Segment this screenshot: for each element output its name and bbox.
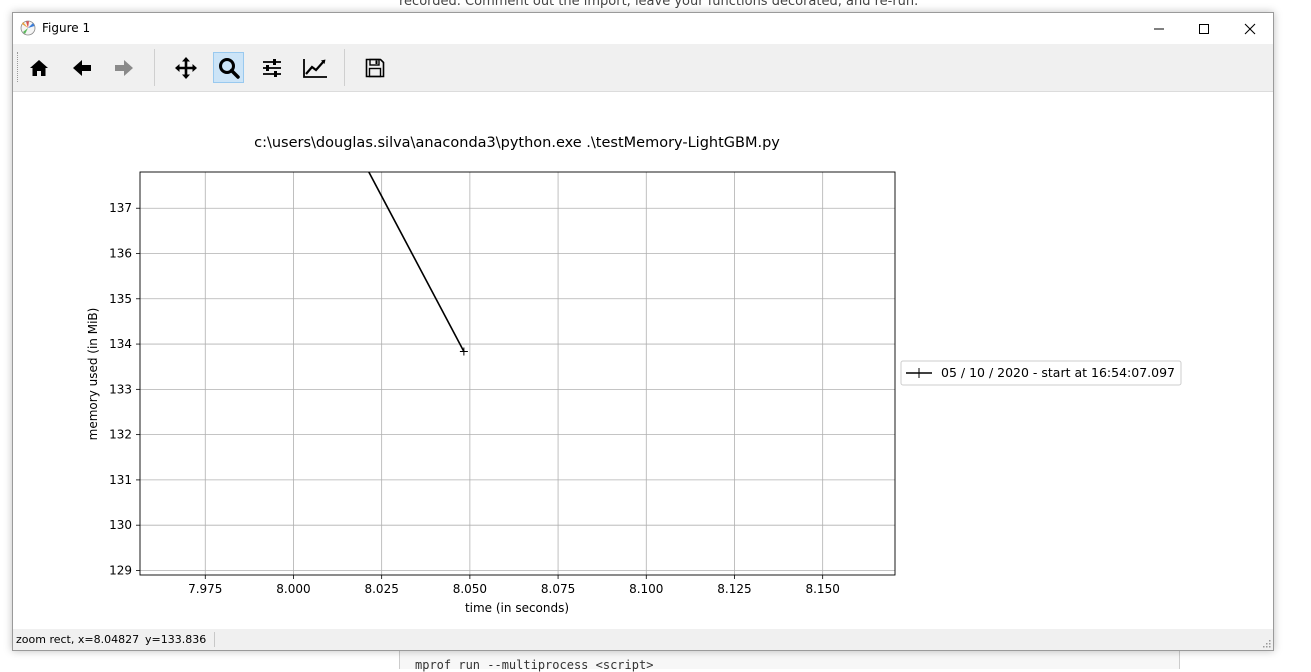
x-tick-label: 8.075 [541, 582, 575, 596]
chart[interactable]: c:\users\douglas.silva\anaconda3\python.… [13, 92, 1273, 629]
x-tick-label: 8.000 [276, 582, 310, 596]
y-tick-label: 134 [109, 337, 132, 351]
status-bar: zoom rect, x=8.04827 y=133.836 [13, 629, 1273, 650]
y-tick-label: 131 [109, 473, 132, 487]
toolbar-separator [344, 49, 345, 86]
magnifier-icon [218, 57, 240, 79]
status-coordinates-x: zoom rect, x=8.04827 [16, 633, 140, 646]
home-icon [29, 59, 48, 76]
minimize-button[interactable] [1136, 13, 1182, 44]
title-bar[interactable]: Figure 1 [13, 13, 1273, 44]
arrow-left-icon [72, 59, 91, 76]
background-code-text: mprof run --multiprocess <script> [415, 658, 654, 672]
close-button[interactable] [1227, 13, 1273, 44]
y-tick-label: 137 [109, 201, 132, 215]
pan-button[interactable] [170, 52, 201, 83]
back-button[interactable] [66, 52, 97, 83]
data-point-marker [459, 347, 468, 356]
figure-window: Figure 1 [12, 12, 1274, 651]
close-icon [1244, 23, 1256, 34]
subplots-button[interactable] [256, 52, 287, 83]
status-coordinates-y: y=133.836 [145, 633, 207, 646]
toolbar-grip[interactable] [17, 52, 21, 82]
y-tick-label: 133 [109, 382, 132, 396]
grid-lines [140, 172, 895, 575]
status-divider [214, 632, 215, 647]
y-axis-label: memory used (in MiB) [86, 308, 100, 441]
save-button[interactable] [359, 52, 390, 83]
chart-title: c:\users\douglas.silva\anaconda3\python.… [254, 135, 780, 151]
x-tick-label: 8.150 [805, 582, 839, 596]
toolbar-separator [154, 49, 155, 86]
home-button[interactable] [23, 52, 54, 83]
matplotlib-logo-icon [20, 20, 36, 36]
arrow-right-icon [114, 59, 133, 76]
plot-lines [360, 159, 468, 356]
y-tick-label: 135 [109, 292, 132, 306]
legend: 05 / 10 / 2020 - start at 16:54:07.097 [900, 360, 1182, 386]
window-title: Figure 1 [42, 21, 91, 35]
maximize-icon [1199, 23, 1209, 34]
minimize-icon [1154, 28, 1164, 29]
zoom-button[interactable] [213, 52, 244, 83]
x-tick-label: 8.025 [364, 582, 398, 596]
axes-frame [139, 171, 896, 576]
forward-button[interactable] [108, 52, 139, 83]
y-tick-label: 132 [109, 428, 132, 442]
floppy-disk-icon [365, 58, 384, 77]
x-tick-label: 8.050 [453, 582, 487, 596]
series-group [360, 159, 468, 356]
y-tick-label: 129 [109, 563, 132, 577]
y-tick-label: 130 [109, 518, 132, 532]
resize-grip-icon[interactable] [1263, 640, 1271, 648]
axes-edit-button[interactable] [299, 52, 330, 83]
ticks: 7.975 8.000 8.025 8.050 8.075 8.100 8.125 8.150… [109, 201, 840, 596]
data-point-marker [360, 159, 368, 167]
background-code-block: mprof run --multiprocess <script> [399, 650, 1180, 672]
y-tick-label: 136 [109, 247, 132, 261]
x-tick-label: 8.100 [629, 582, 663, 596]
x-axis-label: time (in seconds) [465, 601, 569, 615]
figure-canvas[interactable]: c:\users\douglas.silva\anaconda3\python.… [13, 92, 1273, 629]
legend-box [900, 360, 1182, 386]
move-icon [174, 56, 197, 79]
navigation-toolbar [13, 44, 1273, 92]
line-chart-icon [302, 58, 327, 78]
x-tick-label: 8.125 [717, 582, 751, 596]
sliders-icon [262, 58, 281, 77]
legend-label: 05 / 10 / 2020 - start at 16:54:07.097 [941, 365, 1175, 380]
x-tick-label: 7.975 [188, 582, 222, 596]
background-text-top: recorded. Comment out the import, leave … [399, 0, 919, 9]
maximize-button[interactable] [1181, 13, 1227, 44]
series-line [367, 172, 465, 352]
